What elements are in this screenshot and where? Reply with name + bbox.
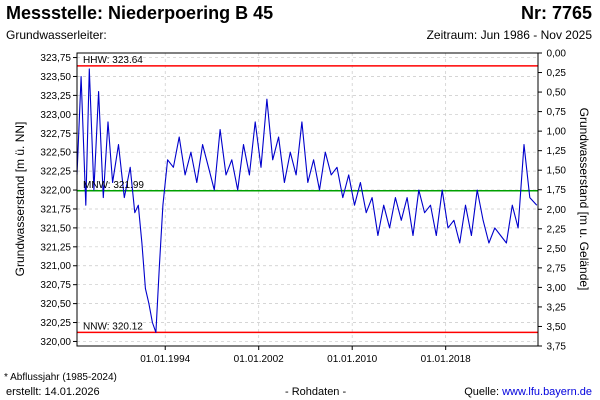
reference-labels: HHW: 323.64 MNW: 321.99 NNW: 320.12 bbox=[83, 55, 144, 333]
series-layer bbox=[76, 68, 538, 333]
axes: 320,00 320,25 320,50 320,75 321,00 321,25 321,… bbox=[40, 49, 566, 366]
y-right-tick-label: 1,50 bbox=[547, 166, 567, 177]
y-right-tick-label: 1,75 bbox=[547, 185, 567, 196]
y-tick-label: 322,25 bbox=[40, 167, 71, 178]
y-right-tick-label: 2,25 bbox=[547, 224, 567, 235]
y-right-tick-label: 0,75 bbox=[547, 107, 567, 118]
source-link[interactable]: www.lfu.bayern.de bbox=[502, 386, 592, 398]
reference-line-label: NNW: 320.12 bbox=[83, 321, 143, 332]
y-tick-label: 320,25 bbox=[40, 318, 71, 329]
aquifer-label: Grundwasserleiter: bbox=[6, 28, 107, 42]
y-right-tick-label: 2,75 bbox=[547, 263, 567, 274]
plot-frame bbox=[76, 52, 539, 347]
x-tick-label: 01.01.2018 bbox=[421, 354, 471, 365]
y-tick-label: 323,00 bbox=[40, 110, 71, 121]
y-right-tick-label: 0,50 bbox=[547, 88, 567, 99]
y-tick-label: 323,75 bbox=[40, 53, 71, 64]
y-right-tick-label: 3,50 bbox=[547, 322, 567, 333]
reference-line-label: MNW: 321.99 bbox=[83, 180, 144, 191]
x-tick-label: 01.01.2002 bbox=[234, 354, 284, 365]
y-tick-label: 321,00 bbox=[40, 261, 71, 272]
y-right-tick-label: 3,00 bbox=[547, 283, 567, 294]
source-line: Quelle: www.lfu.bayern.de bbox=[464, 386, 592, 398]
y-right-tick-label: 1,25 bbox=[547, 146, 567, 157]
y-tick-label: 320,75 bbox=[40, 280, 71, 291]
reference-lines bbox=[77, 65, 538, 334]
y-tick-label: 323,50 bbox=[40, 72, 71, 83]
x-tick-label: 01.01.2010 bbox=[327, 354, 377, 365]
footnote: * Abflussjahr (1985-2024) bbox=[4, 372, 117, 383]
y-right-tick-label: 3,75 bbox=[547, 342, 567, 353]
created-date: erstellt: 14.01.2026 bbox=[6, 386, 100, 398]
y-right-tick-label: 2,50 bbox=[547, 244, 567, 255]
y-right-tick-label: 0,25 bbox=[547, 68, 567, 79]
y-right-tick-label: 0,00 bbox=[547, 49, 567, 60]
reference-line-label: HHW: 323.64 bbox=[83, 55, 143, 66]
y-tick-label: 322,75 bbox=[40, 129, 71, 140]
x-tick-label: 01.01.1994 bbox=[140, 354, 190, 365]
groundwater-series-line bbox=[76, 68, 538, 333]
grid bbox=[77, 53, 538, 346]
source-label: Quelle: bbox=[464, 386, 503, 398]
y-tick-label: 323,25 bbox=[40, 91, 71, 102]
y-axis-title-right: Grundwasserstand [m u. Gelände] bbox=[577, 108, 591, 291]
y-axis-title-left: Grundwasserstand [m ü. NN] bbox=[13, 122, 27, 277]
y-tick-label: 321,75 bbox=[40, 204, 71, 215]
y-right-tick-label: 1,00 bbox=[547, 127, 567, 138]
y-tick-label: 321,50 bbox=[40, 223, 71, 234]
y-tick-label: 320,50 bbox=[40, 299, 71, 310]
y-right-tick-label: 2,00 bbox=[547, 205, 567, 216]
page-title: Messstelle: Niederpoering B 45 bbox=[6, 3, 274, 23]
y-tick-label: 322,00 bbox=[40, 186, 71, 197]
y-tick-label: 321,25 bbox=[40, 242, 71, 253]
y-tick-label: 322,50 bbox=[40, 148, 71, 159]
y-right-tick-label: 3,25 bbox=[547, 302, 567, 313]
y-tick-label: 320,00 bbox=[40, 337, 71, 348]
period-label: Zeitraum: Jun 1986 - Nov 2025 bbox=[426, 28, 592, 42]
raw-data-label: - Rohdaten - bbox=[285, 386, 347, 398]
station-number: Nr: 7765 bbox=[520, 3, 592, 23]
